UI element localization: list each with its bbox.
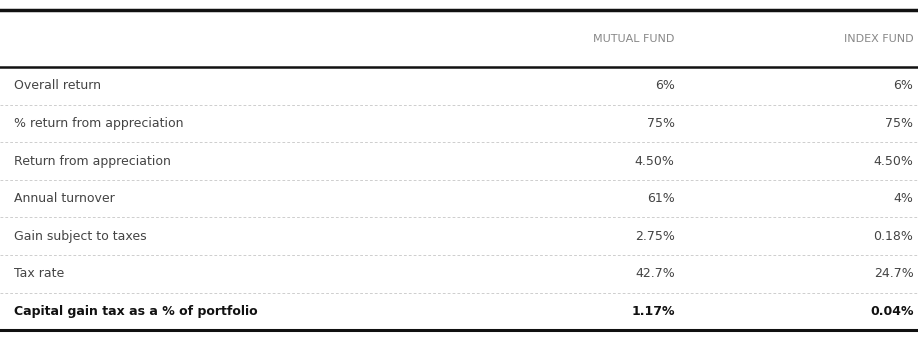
Text: 4.50%: 4.50%: [874, 154, 913, 168]
Text: Return from appreciation: Return from appreciation: [14, 154, 171, 168]
Text: 24.7%: 24.7%: [874, 267, 913, 280]
Text: 4.50%: 4.50%: [635, 154, 675, 168]
Text: Overall return: Overall return: [14, 79, 101, 93]
Text: 0.18%: 0.18%: [874, 230, 913, 243]
Text: 0.04%: 0.04%: [870, 305, 913, 318]
Text: 42.7%: 42.7%: [635, 267, 675, 280]
Text: Tax rate: Tax rate: [14, 267, 64, 280]
Text: % return from appreciation: % return from appreciation: [14, 117, 184, 130]
Text: 75%: 75%: [885, 117, 913, 130]
Text: INDEX FUND: INDEX FUND: [844, 34, 913, 44]
Text: 6%: 6%: [893, 79, 913, 93]
Text: 1.17%: 1.17%: [632, 305, 675, 318]
Text: Gain subject to taxes: Gain subject to taxes: [14, 230, 146, 243]
Text: 61%: 61%: [647, 192, 675, 205]
Text: Capital gain tax as a % of portfolio: Capital gain tax as a % of portfolio: [14, 305, 257, 318]
Text: 4%: 4%: [893, 192, 913, 205]
Text: 2.75%: 2.75%: [635, 230, 675, 243]
Text: 75%: 75%: [646, 117, 675, 130]
Text: Annual turnover: Annual turnover: [14, 192, 115, 205]
Text: MUTUAL FUND: MUTUAL FUND: [593, 34, 675, 44]
Text: 6%: 6%: [655, 79, 675, 93]
